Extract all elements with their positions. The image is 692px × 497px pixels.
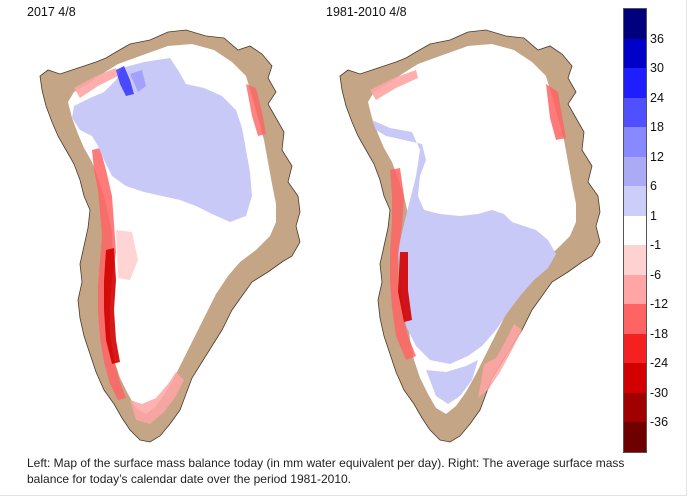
legend-tick-label: 18 <box>650 120 664 134</box>
legend-tick-label: -30 <box>650 385 669 400</box>
legend-tick-label: 24 <box>650 90 664 105</box>
legend-tick-label: 36 <box>650 31 664 46</box>
legend-tick-label: -18 <box>650 326 669 341</box>
legend-swatch <box>624 304 646 334</box>
figure-caption: Left: Map of the surface mass balance to… <box>27 456 625 486</box>
greenland-map-today <box>39 29 301 443</box>
legend-swatch <box>624 422 646 452</box>
melt-margin-east <box>546 84 566 140</box>
legend-tick-label: -1 <box>650 238 662 252</box>
legend-swatch <box>624 127 646 157</box>
legend-tick-label: -12 <box>650 297 669 311</box>
legend-swatch <box>624 186 646 216</box>
map-title-climatology: 1981-2010 4/8 <box>326 5 407 19</box>
melt-margin-northwest <box>370 70 418 100</box>
melt-margin-southwest-pink <box>116 230 138 280</box>
accumulation-strong-north <box>116 66 134 96</box>
melt-margin-east <box>246 84 266 136</box>
color-scale-bar <box>623 8 647 453</box>
melt-margin-west-strong <box>398 252 412 322</box>
legend-swatch <box>624 274 646 304</box>
melt-margin-northwest <box>74 68 118 98</box>
accumulation-interior <box>72 58 252 222</box>
color-scale-legend: 36 30 24 18 12 6 1 -1 -6 -12 -18 -24 -30 -36 <box>620 8 692 458</box>
legend-swatch <box>624 392 646 422</box>
legend-tick-label: 6 <box>650 179 657 193</box>
legend-swatch <box>624 156 646 186</box>
melt-margin-west <box>390 168 416 360</box>
legend-swatch <box>624 245 646 275</box>
melt-margin-southeast <box>478 324 522 398</box>
legend-swatch <box>624 9 646 39</box>
legend-swatch <box>624 38 646 68</box>
melt-margin-south <box>130 372 184 424</box>
legend-tick-label: 30 <box>650 61 664 75</box>
legend-tick-label: -6 <box>650 267 662 282</box>
legend-swatch <box>624 333 646 363</box>
map-title-today: 2017 4/8 <box>27 5 76 19</box>
legend-tick-label: -36 <box>650 415 669 429</box>
legend-swatch <box>624 68 646 98</box>
legend-swatch <box>624 97 646 127</box>
accumulation-medium-north <box>130 70 146 92</box>
legend-swatch <box>624 215 646 245</box>
accumulation-west <box>372 120 556 364</box>
legend-swatch <box>624 363 646 393</box>
legend-tick-label: 1 <box>650 208 657 223</box>
accumulation-south-tip <box>426 360 478 404</box>
legend-tick-label: 12 <box>650 149 664 164</box>
melt-margin-west-strong <box>104 248 120 364</box>
greenland-map-climatology <box>339 29 601 443</box>
legend-tick-label: -24 <box>650 356 669 370</box>
